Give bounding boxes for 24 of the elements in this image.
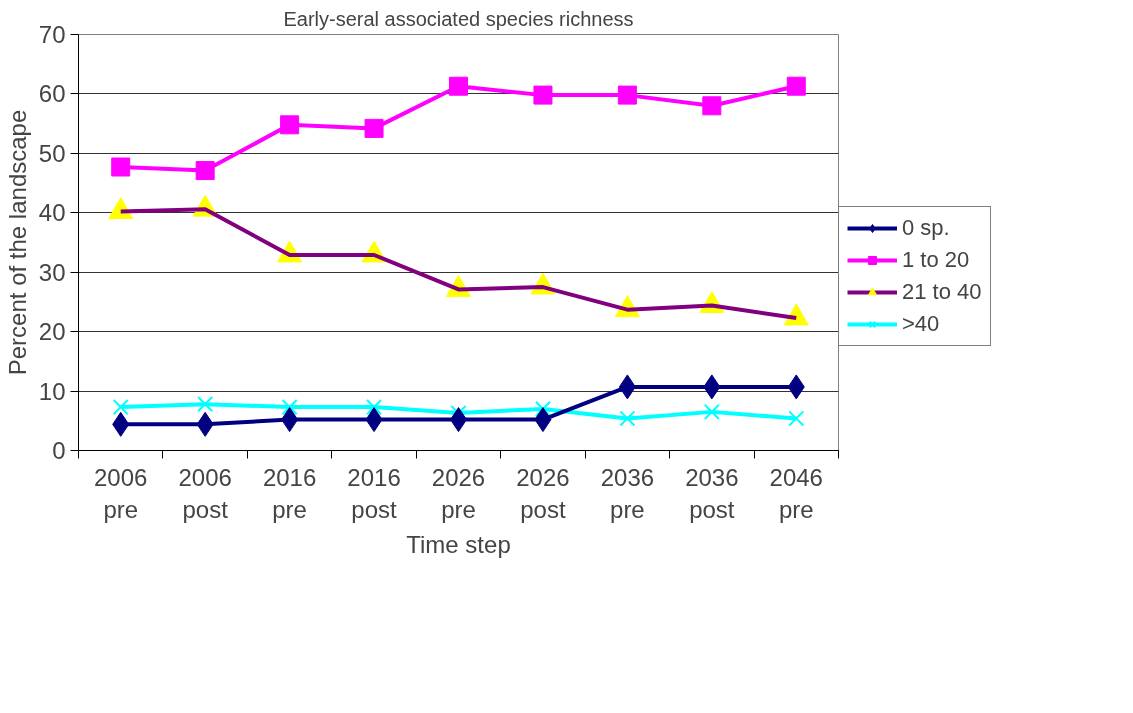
x-tick-label: 2006 pre bbox=[94, 463, 148, 523]
x-tick-label: 2026 post bbox=[516, 463, 570, 523]
x-tick-label: 2026 pre bbox=[431, 463, 486, 523]
y-tick-label: 40 bbox=[38, 199, 66, 227]
x-axis-title: Time step bbox=[406, 530, 511, 558]
x-tick-label: 2016 pre bbox=[262, 463, 317, 523]
y-tick-label: 50 bbox=[38, 139, 66, 167]
y-tick-label: 10 bbox=[38, 377, 66, 405]
legend-label: 1 to 20 bbox=[902, 247, 970, 273]
y-tick-label: 70 bbox=[38, 21, 66, 48]
x-tick-label: 2036 pre bbox=[600, 463, 655, 523]
y-tick-label: 20 bbox=[38, 318, 66, 346]
legend-label: 21 to 40 bbox=[902, 279, 982, 305]
x-tick-label: 2006 post bbox=[178, 463, 232, 523]
y-tick-label: 60 bbox=[38, 80, 66, 108]
legend-label: >40 bbox=[902, 311, 940, 337]
y-tick-label: 0 bbox=[52, 437, 66, 464]
legend-label: 0 sp. bbox=[902, 215, 950, 241]
y-axis-title: Percent of the landscape bbox=[3, 109, 31, 376]
chart-title: Early-seral associated species richness bbox=[283, 7, 634, 30]
x-tick-label: 2016 post bbox=[347, 463, 401, 523]
y-tick-label: 30 bbox=[38, 258, 66, 286]
x-tick-label: 2036 post bbox=[685, 463, 739, 523]
x-tick-label: 2046 pre bbox=[769, 463, 823, 523]
